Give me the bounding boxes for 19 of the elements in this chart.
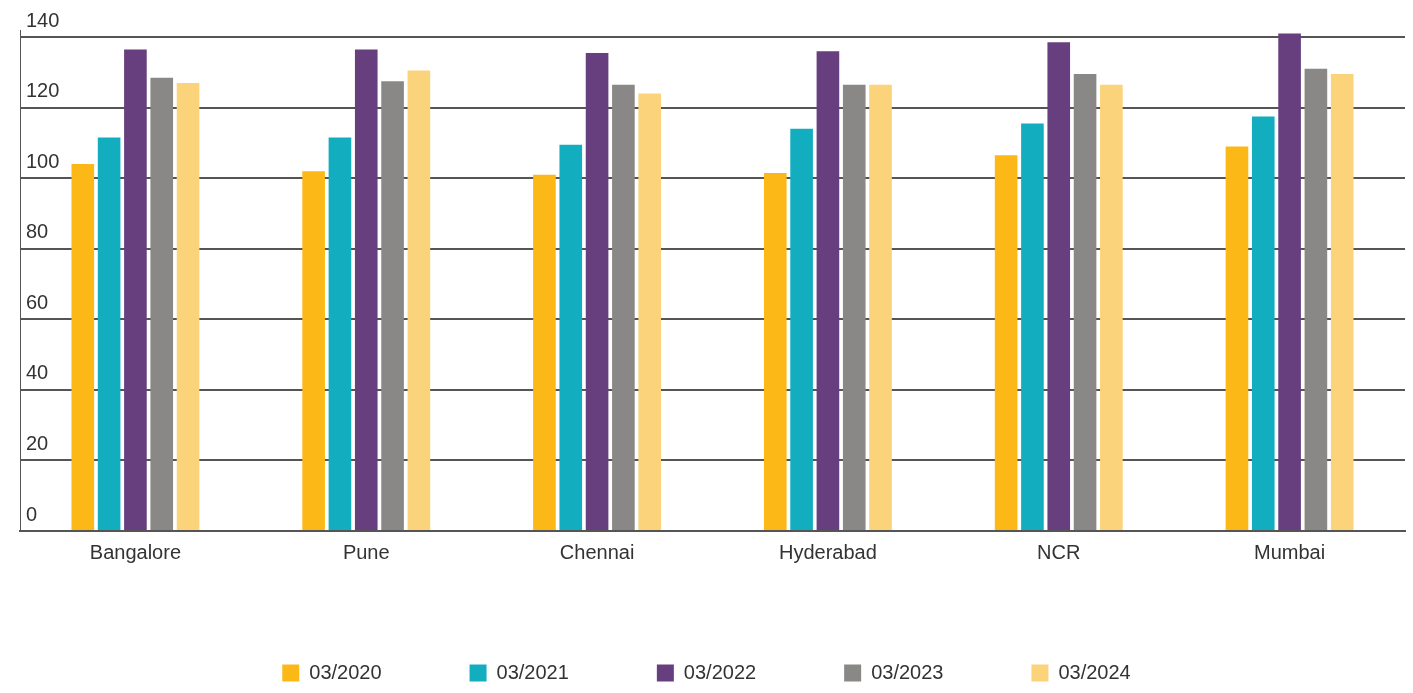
legend-label: 03/2022 bbox=[683, 660, 757, 683]
legend-label: 03/2020 bbox=[309, 660, 382, 683]
x-tick-label: Chennai bbox=[559, 540, 635, 563]
y-tick-label: 60 bbox=[26, 290, 49, 313]
x-tick-label: Pune bbox=[342, 540, 390, 563]
y-tick-label: 20 bbox=[26, 431, 49, 454]
x-tick-label: Bangalore bbox=[89, 540, 182, 563]
y-tick-label: 40 bbox=[26, 361, 49, 384]
x-tick-label: Hyderabad bbox=[778, 540, 877, 563]
legend-label: 03/2023 bbox=[871, 660, 944, 683]
x-tick-label: NCR bbox=[1037, 540, 1081, 563]
y-tick-label: 140 bbox=[26, 8, 60, 31]
legend-label: 03/2021 bbox=[496, 660, 569, 683]
legend-label: 03/2024 bbox=[1058, 660, 1131, 683]
y-tick-label: 0 bbox=[26, 502, 38, 525]
y-tick-label: 80 bbox=[26, 220, 49, 243]
y-tick-label: 100 bbox=[26, 149, 60, 172]
y-tick-label: 120 bbox=[26, 79, 60, 102]
x-tick-label: Mumbai bbox=[1254, 540, 1326, 563]
